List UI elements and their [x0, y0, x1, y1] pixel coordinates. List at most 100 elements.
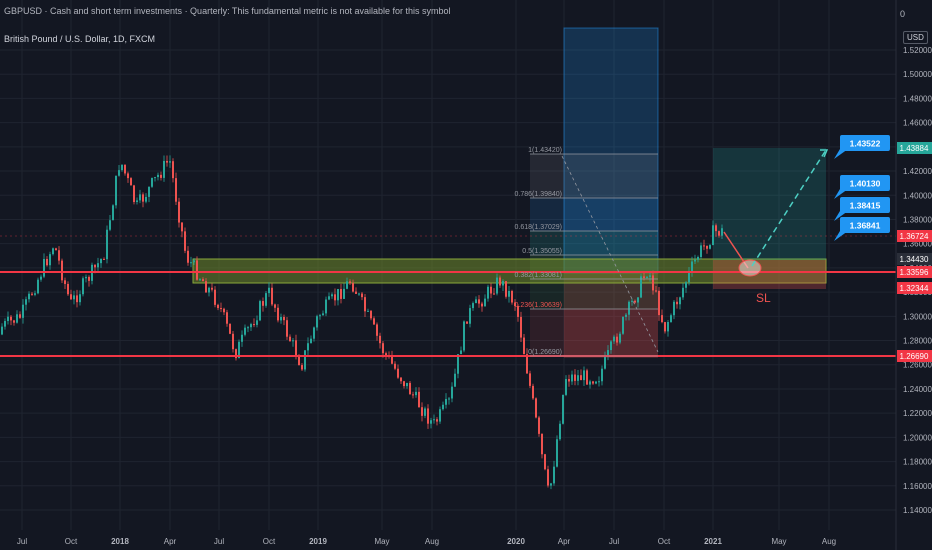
candle-body[interactable] — [307, 343, 309, 351]
candle-body[interactable] — [214, 289, 216, 305]
candle-body[interactable] — [439, 409, 441, 422]
candle-body[interactable] — [187, 250, 189, 263]
candle-body[interactable] — [82, 278, 84, 295]
candle-body[interactable] — [19, 314, 21, 318]
candle-body[interactable] — [154, 177, 156, 179]
candle-body[interactable] — [463, 321, 465, 351]
candle-body[interactable] — [313, 327, 315, 339]
candle-body[interactable] — [52, 248, 54, 255]
candle-body[interactable] — [457, 354, 459, 374]
candle-body[interactable] — [718, 231, 720, 236]
candle-body[interactable] — [184, 231, 186, 251]
candle-body[interactable] — [547, 469, 549, 486]
candle-body[interactable] — [454, 373, 456, 387]
candle-body[interactable] — [10, 316, 12, 321]
candle-body[interactable] — [211, 287, 213, 290]
candle-body[interactable] — [550, 483, 552, 486]
candle-body[interactable] — [526, 354, 528, 374]
candle-body[interactable] — [682, 287, 684, 298]
candle-body[interactable] — [1, 326, 3, 335]
candle-body[interactable] — [196, 260, 198, 280]
candle-body[interactable] — [124, 164, 126, 174]
candle-body[interactable] — [226, 312, 228, 324]
candle-body[interactable] — [427, 408, 429, 424]
candle-body[interactable] — [610, 341, 612, 351]
candle-body[interactable] — [277, 307, 279, 321]
candle-body[interactable] — [160, 174, 162, 178]
candle-body[interactable] — [355, 291, 357, 294]
currency-badge[interactable]: USD — [903, 31, 928, 44]
candle-body[interactable] — [616, 336, 618, 343]
candle-body[interactable] — [430, 420, 432, 424]
candle-body[interactable] — [286, 320, 288, 337]
candle-body[interactable] — [670, 315, 672, 322]
candle-body[interactable] — [481, 303, 483, 307]
candle-body[interactable] — [436, 419, 438, 422]
candle-body[interactable] — [649, 275, 651, 277]
candle-body[interactable] — [169, 161, 171, 163]
candle-body[interactable] — [655, 290, 657, 292]
candle-body[interactable] — [697, 257, 699, 260]
candle-body[interactable] — [28, 293, 30, 300]
candle-body[interactable] — [220, 308, 222, 310]
candle-body[interactable] — [325, 299, 327, 314]
time-axis[interactable]: Jul Oct 2018 Apr Jul Oct 2019 May Aug 2020 Apr Jul O… — [17, 537, 836, 546]
candle-body[interactable] — [625, 314, 627, 317]
candle-body[interactable] — [403, 381, 405, 387]
candle-body[interactable] — [202, 279, 204, 282]
candle-body[interactable] — [433, 419, 435, 421]
candle-body[interactable] — [265, 293, 267, 306]
candle-body[interactable] — [406, 382, 408, 387]
candle-body[interactable] — [181, 222, 183, 232]
candle-body[interactable] — [361, 293, 363, 298]
candle-body[interactable] — [706, 245, 708, 249]
candle-body[interactable] — [691, 261, 693, 272]
candle-body[interactable] — [700, 245, 702, 258]
candle-body[interactable] — [529, 373, 531, 386]
candle-body[interactable] — [223, 308, 225, 313]
candle-body[interactable] — [85, 276, 87, 279]
candle-body[interactable] — [256, 320, 258, 325]
candle-body[interactable] — [493, 293, 495, 295]
candle-body[interactable] — [418, 391, 420, 408]
candle-body[interactable] — [37, 279, 39, 294]
candle-body[interactable] — [721, 228, 723, 236]
candle-body[interactable] — [268, 287, 270, 294]
candle-body[interactable] — [508, 290, 510, 297]
candle-body[interactable] — [382, 343, 384, 354]
candle-body[interactable] — [88, 276, 90, 281]
candle-body[interactable] — [712, 225, 714, 246]
candle-body[interactable] — [607, 350, 609, 357]
candle-body[interactable] — [136, 200, 138, 203]
candle-body[interactable] — [673, 301, 675, 316]
candle-body[interactable] — [634, 300, 636, 303]
candle-body[interactable] — [643, 276, 645, 278]
target-callout-box[interactable] — [840, 135, 890, 151]
candle-body[interactable] — [580, 375, 582, 381]
candle-body[interactable] — [118, 170, 120, 176]
candle-body[interactable] — [709, 245, 711, 249]
candle-body[interactable] — [67, 283, 69, 295]
target-callout-box[interactable] — [840, 197, 890, 213]
candle-body[interactable] — [310, 338, 312, 344]
candle-body[interactable] — [667, 321, 669, 332]
candle-body[interactable] — [619, 333, 621, 343]
candle-body[interactable] — [412, 394, 414, 396]
candle-body[interactable] — [409, 382, 411, 395]
candle-body[interactable] — [205, 281, 207, 293]
candle-body[interactable] — [166, 160, 168, 163]
candle-body[interactable] — [346, 281, 348, 289]
candle-body[interactable] — [235, 349, 237, 359]
candle-body[interactable] — [232, 333, 234, 350]
candle-body[interactable] — [7, 316, 9, 322]
candle-body[interactable] — [292, 340, 294, 342]
candle-body[interactable] — [103, 258, 105, 260]
candle-body[interactable] — [79, 294, 81, 303]
candle-body[interactable] — [595, 381, 597, 384]
candle-body[interactable] — [535, 398, 537, 418]
candle-body[interactable] — [61, 260, 63, 281]
candle-body[interactable] — [280, 316, 282, 321]
candle-body[interactable] — [145, 196, 147, 202]
candle-body[interactable] — [40, 276, 42, 280]
candle-body[interactable] — [157, 174, 159, 178]
